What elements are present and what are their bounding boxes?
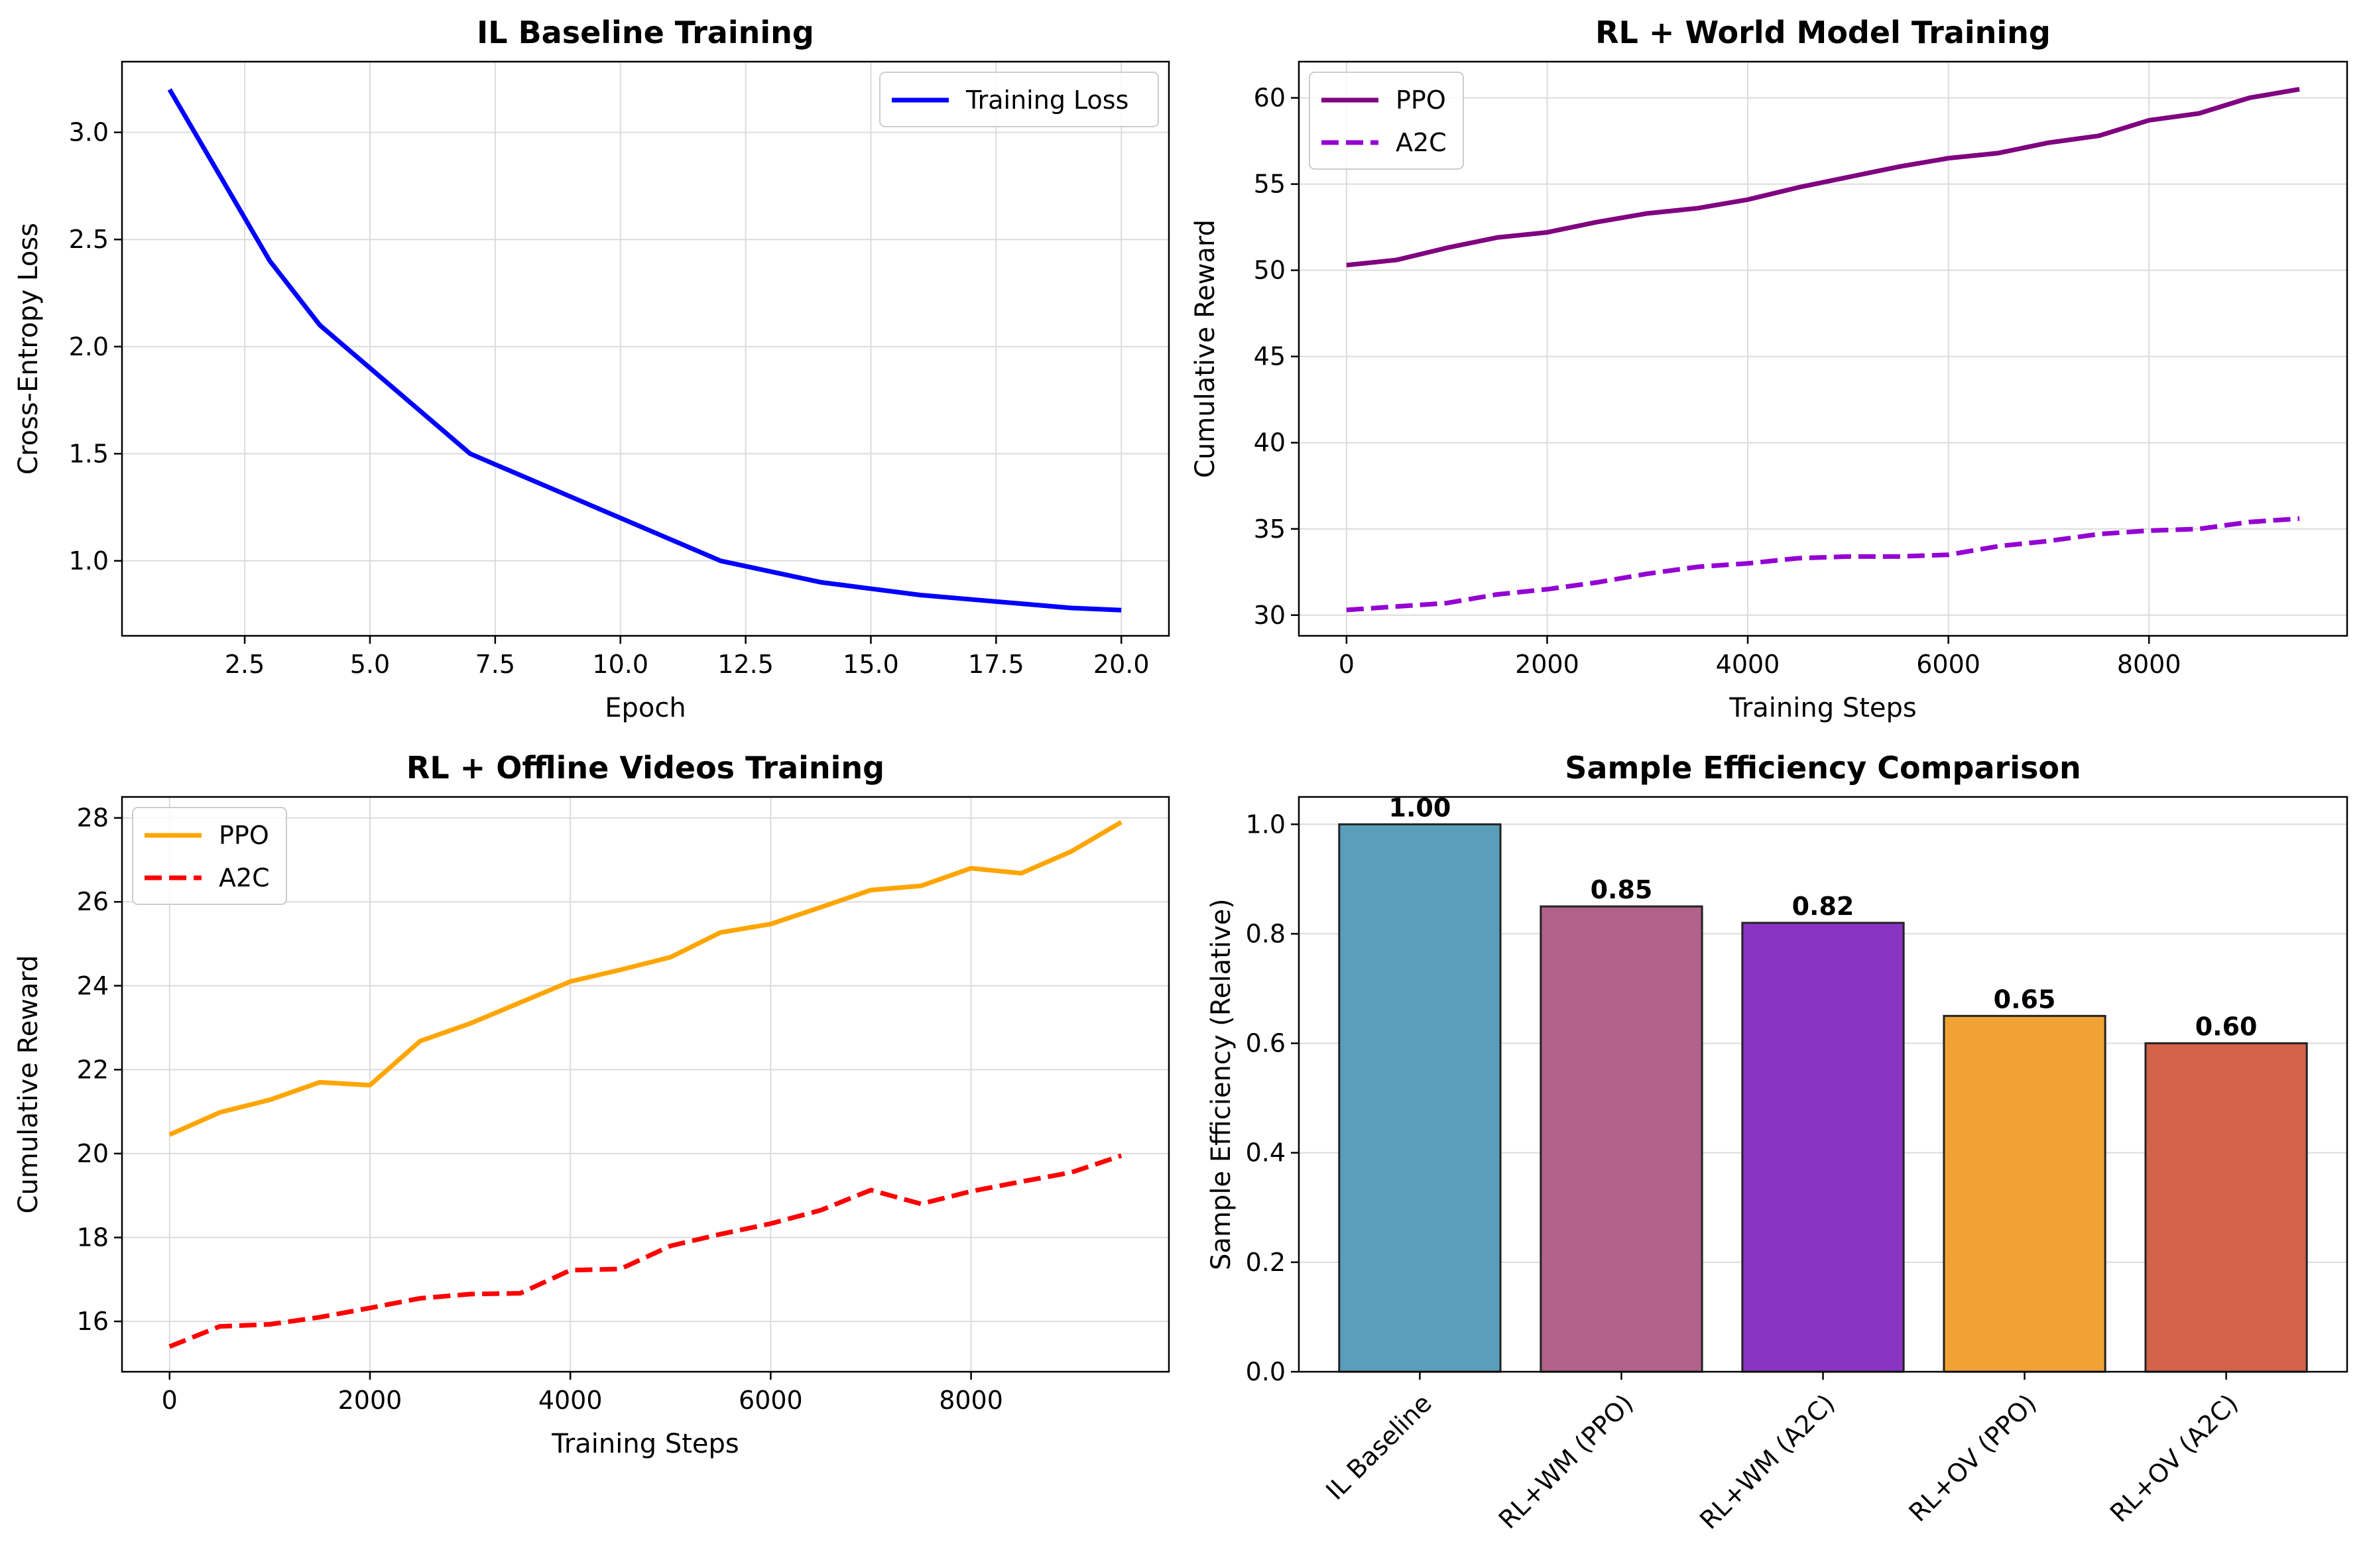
y-tick-label: 20 — [77, 1139, 109, 1168]
x-axis-label: Training Steps — [1729, 693, 1916, 723]
x-tick-label: 8000 — [939, 1386, 1003, 1415]
chart-title: RL + World Model Training — [1595, 15, 2051, 50]
y-tick-label: 16 — [77, 1307, 109, 1336]
y-axis-label: Sample Efficiency (Relative) — [1206, 898, 1237, 1270]
bar-2 — [1540, 905, 1703, 1373]
bar-1 — [1338, 823, 1502, 1373]
series-line-ppo — [1346, 87, 2300, 268]
y-tick-label: 0.2 — [1246, 1248, 1286, 1277]
x-tick-label: 5.0 — [350, 650, 390, 679]
x-tick-label: 0 — [162, 1386, 178, 1415]
y-tick-label: 60 — [1254, 84, 1286, 113]
y-tick-label: 26 — [77, 887, 109, 916]
x-tick-label: IL Baseline — [1320, 1388, 1437, 1505]
bar-value-label: 1.00 — [1389, 793, 1451, 822]
legend: Training Loss — [879, 72, 1159, 127]
y-tick-label: 30 — [1254, 601, 1286, 630]
y-tick-label: 45 — [1254, 342, 1286, 371]
x-axis-label: Training Steps — [551, 1429, 739, 1459]
grid — [122, 62, 1169, 636]
x-axis-label: Epoch — [605, 693, 686, 723]
y-tick-label: 22 — [77, 1055, 109, 1084]
chart-title: IL Baseline Training — [477, 15, 814, 50]
y-tick-label: 0.6 — [1246, 1029, 1286, 1058]
chart-title: Sample Efficiency Comparison — [1565, 750, 2081, 786]
y-axis-label: Cumulative Reward — [13, 955, 44, 1214]
axes-frame — [121, 60, 1170, 637]
x-tick-label: RL+WM (PPO) — [1493, 1388, 1639, 1534]
axes-frame — [1298, 60, 2348, 637]
y-tick-label: 0.4 — [1246, 1138, 1286, 1168]
y-tick-label: 1.0 — [1246, 810, 1286, 839]
legend-box — [879, 72, 1159, 127]
chart-panel-4: 1.00 0.85 0.82 0.65 0.60 0.0 0.2 0.4 0.6 0.8 1.0 IL… — [1206, 750, 2348, 1535]
x-tick-label: 4000 — [1716, 650, 1780, 679]
x-tick-label: 2000 — [1515, 650, 1579, 679]
bar-3 — [1741, 922, 1905, 1373]
y-tick-label: 2.5 — [69, 225, 109, 254]
bar-value-label: 0.65 — [1994, 985, 2056, 1014]
x-tick-label: 2.5 — [225, 650, 265, 679]
y-tick-label: 0.0 — [1246, 1357, 1286, 1386]
y-tick-label: 2.0 — [69, 332, 109, 361]
bar-value-label: 0.82 — [1792, 892, 1854, 921]
y-axis-label: Cumulative Reward — [1190, 219, 1221, 478]
chart-panel-2: 30 35 40 45 50 55 60 0 2000 4000 6000 8000 RL + Worl… — [1190, 15, 2348, 723]
series-line-a2c — [1346, 516, 2300, 613]
legend: PPO A2C — [1309, 72, 1464, 170]
legend-label: A2C — [219, 863, 270, 892]
x-tick-label: RL+OV (A2C) — [2104, 1388, 2244, 1528]
bar-4 — [1943, 1014, 2106, 1373]
axes-frame — [121, 796, 1170, 1373]
x-tick-label: 15.0 — [843, 650, 899, 679]
bar-5 — [2144, 1042, 2308, 1373]
legend-label: PPO — [219, 821, 269, 850]
y-tick-label: 35 — [1254, 514, 1286, 544]
x-tick-label: 10.0 — [592, 650, 648, 679]
x-tick-label: 4000 — [538, 1386, 603, 1415]
x-tick-label: 2000 — [338, 1386, 402, 1415]
bar-value-label: 0.60 — [2195, 1012, 2258, 1042]
x-tick-label: 20.0 — [1093, 650, 1150, 679]
y-tick-label: 18 — [77, 1223, 109, 1252]
y-tick-label: 50 — [1254, 256, 1286, 285]
chart-title: RL + Offline Videos Training — [406, 750, 884, 786]
grid — [1299, 62, 2347, 636]
chart-panel-3: 16 18 20 22 24 26 28 0 2000 4000 6000 8000 RL + Offl… — [13, 750, 1170, 1459]
x-tick-label: 8000 — [2117, 650, 2181, 679]
legend-label: PPO — [1396, 86, 1446, 115]
y-tick-label: 1.5 — [69, 439, 109, 468]
y-tick-label: 3.0 — [69, 118, 109, 147]
x-tick-label: 17.5 — [968, 650, 1024, 679]
y-tick-label: 55 — [1254, 170, 1286, 199]
y-tick-label: 28 — [77, 804, 109, 833]
chart-panel-1: 1.0 1.5 2.0 2.5 3.0 2.5 5.0 7.5 10.0 12.5 15.0 17.5… — [13, 15, 1170, 723]
x-tick-label: 0 — [1339, 650, 1355, 679]
series-line-training-loss — [167, 88, 1122, 613]
x-tick-label: 6000 — [1916, 650, 1980, 679]
y-tick-label: 24 — [77, 971, 109, 1000]
legend: PPO A2C — [132, 807, 287, 905]
y-tick-label: 0.8 — [1246, 919, 1286, 948]
legend-label: Training Loss — [965, 86, 1128, 115]
x-tick-label: RL+WM (A2C) — [1694, 1388, 1841, 1535]
x-tick-label: RL+OV (PPO) — [1904, 1388, 2042, 1527]
series-line-a2c — [168, 1153, 1123, 1349]
series-line-ppo — [168, 819, 1123, 1137]
x-tick-label: 6000 — [739, 1386, 803, 1415]
bar-value-label: 0.85 — [1591, 875, 1653, 904]
y-tick-label: 40 — [1254, 428, 1286, 457]
legend-label: A2C — [1396, 128, 1447, 157]
x-tick-label: 7.5 — [475, 650, 515, 679]
x-tick-label: 12.5 — [717, 650, 774, 679]
y-tick-label: 1.0 — [69, 546, 109, 575]
y-axis-label: Cross-Entropy Loss — [13, 223, 44, 475]
